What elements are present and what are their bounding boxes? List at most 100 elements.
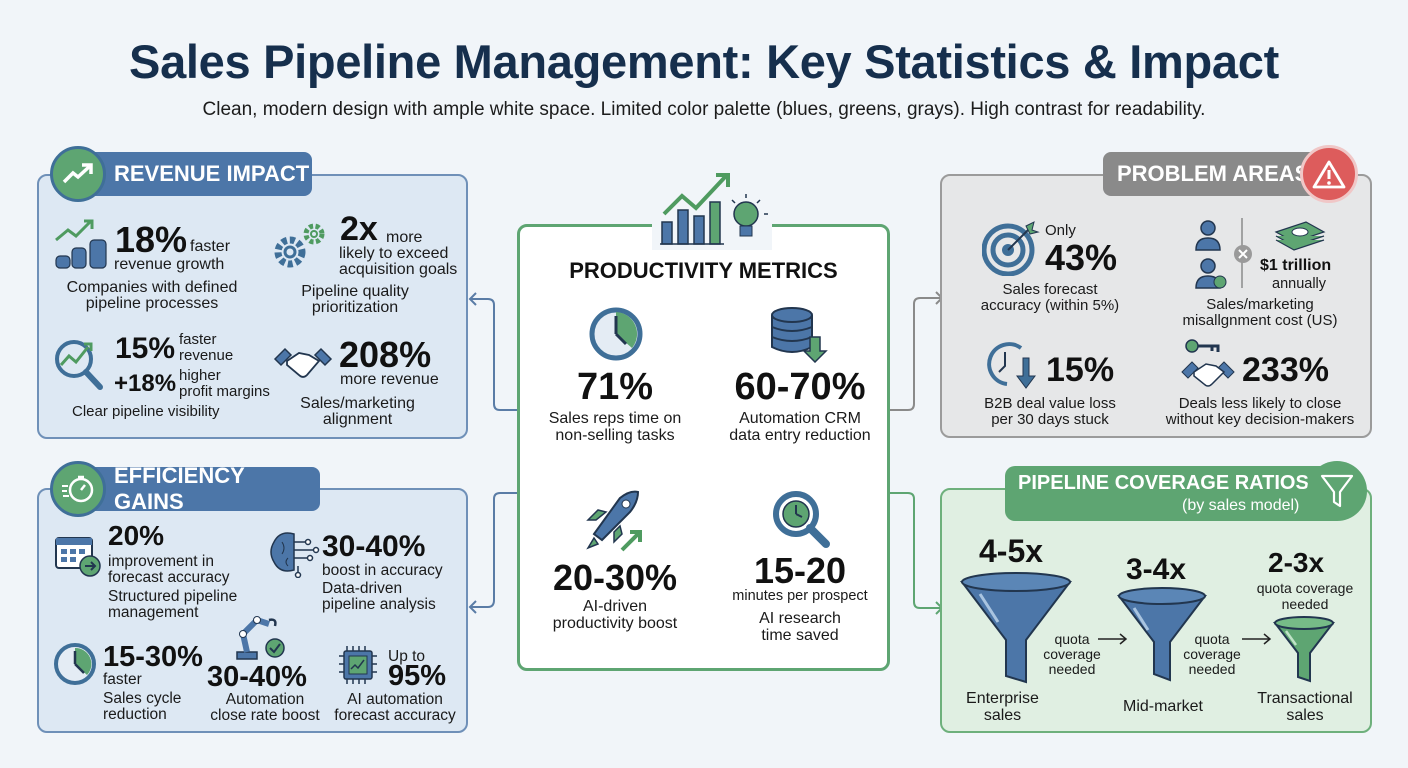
enterprise-quota-label-2: coverage xyxy=(1043,646,1101,662)
likelihood-label: likely to exceed xyxy=(339,245,449,262)
analysis-accuracy-caption-2: pipeline analysis xyxy=(322,596,436,613)
ai-accuracy-label: AI automation xyxy=(347,691,443,708)
revenue-growth-caption: Companies with defined xyxy=(66,279,238,296)
gears-icon xyxy=(270,220,332,272)
forecast-accuracy-prefix: Only xyxy=(1045,222,1076,239)
chart-bulb-icon xyxy=(652,170,772,250)
pipeline-coverage-title: PIPELINE COVERAGE RATIOS xyxy=(1018,472,1309,494)
decision-maker-label: Deals less likely to close xyxy=(1178,395,1342,412)
forecast-improvement-label-2: forecast accuracy xyxy=(108,569,230,586)
cycle-reduction-label: faster xyxy=(103,671,142,688)
cycle-reduction-caption-2: reduction xyxy=(103,706,167,723)
pipeline-coverage-header xyxy=(1005,466,1345,521)
visibility-suffix: faster xyxy=(179,331,217,348)
ai-accuracy-prefix: Up to xyxy=(388,648,426,665)
rocket-icon xyxy=(584,490,644,552)
enterprise-quota-label: quota xyxy=(1054,631,1090,647)
clock-down-icon xyxy=(983,340,1039,390)
forecast-improvement-caption: Structured pipeline xyxy=(108,588,238,605)
problem-areas-header: PROBLEM AREAS xyxy=(1103,152,1333,196)
close-rate-label-2: close rate boost xyxy=(210,707,320,724)
magnifier-clock-icon xyxy=(770,488,832,550)
analysis-accuracy-label: boost in accuracy xyxy=(322,562,443,579)
misalignment-cost-label: Sales/marketing xyxy=(1206,296,1314,313)
enterprise-quota-label-3: needed xyxy=(1048,661,1096,677)
deal-loss-value: 15% xyxy=(1046,351,1115,389)
midmarket-funnel-icon xyxy=(1116,586,1208,682)
research-time-label: AI research xyxy=(759,610,841,627)
non-selling-time-value: 71% xyxy=(576,366,654,408)
research-time-label-2: time saved xyxy=(761,627,839,644)
transactional-label-2: sales xyxy=(1286,707,1324,724)
profit-margin-value: +18% xyxy=(114,370,177,397)
likelihood-label-2: acquisition goals xyxy=(339,261,458,278)
page-title: Sales Pipeline Management: Key Statistic… xyxy=(129,35,1279,88)
visibility-suffix-2: revenue xyxy=(179,347,234,364)
revenue-growth-label: revenue growth xyxy=(114,256,225,273)
cycle-reduction-value: 15-30% xyxy=(103,641,203,673)
alignment-caption: Sales/marketing xyxy=(300,395,415,412)
midmarket-ratio-value: 3-4x xyxy=(1126,553,1187,586)
stopwatch-icon xyxy=(50,461,106,517)
forecast-improvement-label: improvement in xyxy=(108,553,214,570)
likelihood-caption: Pipeline quality xyxy=(301,283,409,300)
crm-reduction-label: Automation CRM xyxy=(739,410,861,427)
close-rate-value: 30-40% xyxy=(207,661,307,693)
transactional-funnel-icon xyxy=(1272,615,1336,683)
misalignment-cost-value: $1 trillion xyxy=(1260,257,1332,274)
cycle-reduction-caption: Sales cycle xyxy=(103,690,182,707)
arrow-right-icon xyxy=(1098,633,1128,645)
deal-loss-label: B2B deal value loss xyxy=(984,395,1116,412)
page-subtitle: Clean, modern design with ample white sp… xyxy=(202,99,1206,120)
forecast-improvement-value: 20% xyxy=(108,520,165,551)
enterprise-label: Enterprise xyxy=(966,690,1039,707)
revenue-growth-value: 18% xyxy=(115,219,188,260)
profit-margin-suffix: higher xyxy=(179,367,221,384)
enterprise-ratio-value: 4-5x xyxy=(979,533,1044,569)
likelihood-value: 2x xyxy=(340,210,378,248)
transactional-ratio-value: 2-3x xyxy=(1268,547,1325,578)
enterprise-funnel-icon xyxy=(958,570,1074,684)
ai-productivity-value: 20-30% xyxy=(552,557,678,598)
pipeline-coverage-subtitle: (by sales model) xyxy=(1182,497,1300,514)
revenue-impact-header: REVENUE IMPACT xyxy=(66,152,312,196)
decision-maker-value: 233% xyxy=(1242,351,1329,389)
ai-productivity-label: AI-driven xyxy=(582,598,648,615)
deal-loss-label-2: per 30 days stuck xyxy=(991,411,1109,428)
misalignment-cost-suffix: annually xyxy=(1272,276,1327,292)
forecast-accuracy-label-2: accuracy (within 5%) xyxy=(980,297,1120,314)
efficiency-gains-header: EFFICIENCY GAINS xyxy=(66,463,320,514)
close-rate-label: Automation xyxy=(225,691,305,708)
ai-productivity-label-2: productivity boost xyxy=(552,615,678,632)
trend-up-icon xyxy=(50,146,106,202)
arrow-right-icon xyxy=(1242,633,1272,645)
enterprise-label-2: sales xyxy=(983,707,1022,724)
midmarket-quota-label: quota xyxy=(1194,631,1230,647)
transactional-label: Transactional xyxy=(1257,690,1353,707)
warning-icon xyxy=(1300,145,1358,203)
misalignment-cost-label-2: misallgnment cost (US) xyxy=(1182,312,1338,329)
visibility-value: 15% xyxy=(115,332,176,365)
target-icon xyxy=(982,220,1042,276)
handshake-icon xyxy=(273,345,333,385)
midmarket-quota-label-3: needed xyxy=(1188,661,1236,677)
ai-accuracy-value: 95% xyxy=(388,660,447,692)
chip-icon xyxy=(337,644,379,686)
robot-arm-icon xyxy=(235,614,287,662)
productivity-title: PRODUCTIVITY METRICS xyxy=(569,258,838,283)
likelihood-suffix: more xyxy=(386,229,423,246)
alignment-value: 208% xyxy=(339,334,432,375)
non-selling-time-label-2: non-selling tasks xyxy=(555,427,675,444)
non-selling-time-label: Sales reps time on xyxy=(548,410,682,427)
forecast-accuracy-label: Sales forecast xyxy=(1002,281,1098,298)
crm-reduction-value: 60-70% xyxy=(734,366,866,408)
forecast-improvement-caption-2: management xyxy=(108,604,199,621)
likelihood-caption-2: prioritization xyxy=(311,299,399,316)
visibility-caption: Clear pipeline visibility xyxy=(72,403,220,420)
magnifier-chart-icon xyxy=(54,335,106,391)
decision-maker-label-2: without key decision-makers xyxy=(1165,411,1355,428)
clock-icon xyxy=(588,306,644,362)
analysis-accuracy-value: 30-40% xyxy=(322,530,426,563)
people-money-icon xyxy=(1190,216,1330,290)
crm-reduction-label-2: data entry reduction xyxy=(729,427,871,444)
